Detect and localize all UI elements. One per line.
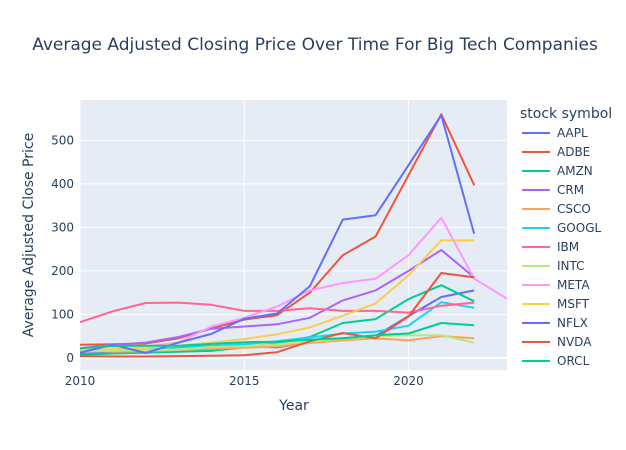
series-line-nflx[interactable] [80,114,476,354]
legend-label: AMZN [557,164,593,178]
y-tick-label: 400 [51,177,74,191]
legend-item-amzn[interactable]: AMZN [522,164,593,178]
legend-item-nflx[interactable]: NFLX [522,316,588,330]
series-line-orcl[interactable] [80,322,475,350]
x-tick-label: 2015 [229,374,260,388]
x-tick-label: 2020 [393,374,424,388]
legend-item-aapl[interactable]: AAPL [522,126,588,140]
legend-label: GOOGL [557,221,601,235]
x-axis-title: Year [278,398,309,414]
legend-label: CSCO [557,202,591,216]
legend-label: NVDA [557,335,592,349]
series-line-intc[interactable] [80,334,475,353]
legend-label: AAPL [557,126,588,140]
y-tick-label: 300 [51,220,74,234]
x-tick-label: 2010 [65,374,96,388]
legend-item-googl[interactable]: GOOGL [522,221,601,235]
legend-label: IBM [557,240,579,254]
y-tick-label: 100 [51,307,74,321]
series-line-crm[interactable] [80,249,475,350]
y-tick-label: 0 [66,351,74,365]
legend-label: NFLX [557,316,588,330]
legend-item-adbe[interactable]: ADBE [522,145,590,159]
legend-title: stock symbol [520,106,612,122]
series-line-csco[interactable] [80,335,475,353]
series-line-ibm[interactable] [80,301,475,324]
series-line-msft[interactable] [80,239,475,351]
legend-item-ibm[interactable]: IBM [522,240,579,254]
legend-label: MSFT [557,297,590,311]
y-axis-title: Average Adjusted Close Price [21,133,37,337]
legend-label: CRM [557,183,584,197]
y-tick-label: 500 [51,133,74,147]
series-lines [80,113,507,358]
chart-title: Average Adjusted Closing Price Over Time… [32,35,598,55]
legend-item-orcl[interactable]: ORCL [522,354,590,368]
series-line-meta[interactable] [145,216,507,348]
legend-label: ADBE [557,145,590,159]
series-line-nvda[interactable] [80,272,475,358]
plot-area[interactable]: 0 100 200 300 400 500 2010 2015 2020 [51,100,507,388]
legend-label: INTC [557,259,585,273]
legend-item-intc[interactable]: INTC [522,259,585,273]
legend-item-meta[interactable]: META [522,278,590,292]
legend-item-msft[interactable]: MSFT [522,297,590,311]
legend-item-csco[interactable]: CSCO [522,202,591,216]
legend-label: ORCL [557,354,590,368]
y-tick-label: 200 [51,264,74,278]
legend[interactable]: stock symbol AAPL ADBE AMZN CRM CSCO GOOGL IBM… [520,106,612,368]
legend-label: META [557,278,590,292]
legend-item-crm[interactable]: CRM [522,183,584,197]
legend-item-nvda[interactable]: NVDA [522,335,592,349]
